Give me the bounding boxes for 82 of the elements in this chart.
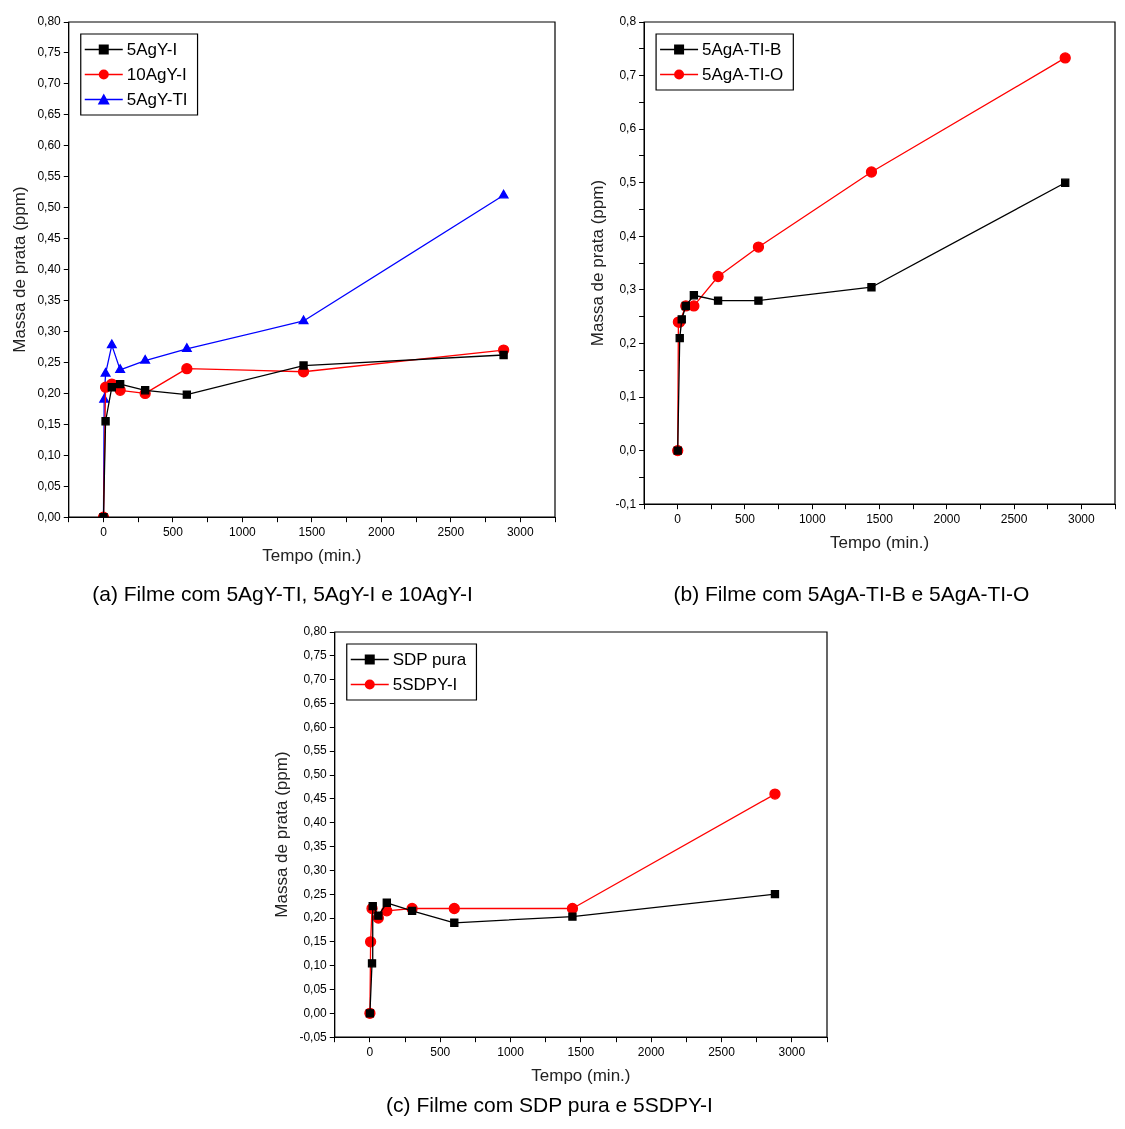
text: (b) Filme com 5AgA-TI-B e 5AgA-TI-O — [672, 582, 1031, 606]
y-tick-label: 0,3 — [619, 282, 637, 297]
y-tick-label: 0,2 — [619, 335, 637, 350]
x-axis-title: Tempo (min.) — [531, 1066, 631, 1086]
y-tick-label: 0,15 — [303, 934, 328, 949]
y-tick-label: 0,50 — [37, 200, 62, 215]
x-tick-label: 2000 — [637, 1044, 665, 1059]
y-tick-label: 0,40 — [303, 814, 328, 829]
y-tick-label: 0,7 — [619, 67, 637, 82]
y-tick-label: 0,4 — [619, 228, 637, 243]
y-tick-label: 0,80 — [303, 624, 328, 639]
y-tick-label: -0,1 — [615, 496, 637, 511]
y-tick-label: 0,55 — [37, 169, 62, 184]
y-tick-label: 0,40 — [37, 261, 62, 276]
y-tick-label: 0,15 — [37, 416, 62, 431]
y-tick-label: 0,45 — [303, 791, 328, 806]
x-tick-label: 2000 — [367, 524, 396, 539]
x-tick-label: 1000 — [798, 511, 826, 526]
x-tick-label: 500 — [734, 511, 756, 526]
x-tick-label: 1500 — [298, 524, 326, 539]
legend-label: 5AgY-TI — [126, 90, 188, 110]
y-tick-label: 0,60 — [37, 138, 62, 153]
x-tick-label: 500 — [430, 1044, 451, 1059]
legend-label: 5AgA-TI-O — [702, 65, 784, 85]
y-tick-label: 0,05 — [37, 478, 62, 493]
x-tick-label: 3000 — [778, 1044, 806, 1059]
y-tick-label: 0,0 — [619, 442, 637, 457]
y-tick-label: 0,70 — [37, 76, 62, 91]
y-axis-title: Massa de prata (ppm) — [271, 751, 291, 918]
text: (a) Filme com 5AgY-TI, 5AgY-I e 10AgY-I — [91, 582, 474, 606]
y-tick-label: 0,65 — [37, 107, 62, 122]
y-tick-label: 0,00 — [303, 1005, 328, 1020]
x-tick-label: 1500 — [567, 1044, 595, 1059]
x-tick-label: 3000 — [506, 524, 534, 539]
x-tick-label: 2500 — [708, 1044, 736, 1059]
y-tick-label: 0,30 — [303, 862, 328, 877]
x-tick-label: 0 — [366, 1044, 374, 1059]
x-tick-label: 3000 — [1068, 511, 1096, 526]
y-tick-label: 0,05 — [303, 981, 328, 996]
y-tick-label: 0,20 — [37, 385, 62, 400]
y-tick-label: 0,10 — [303, 958, 328, 973]
y-tick-label: 0,70 — [303, 671, 328, 686]
y-tick-label: 0,20 — [303, 910, 328, 925]
y-tick-label: 0,6 — [619, 121, 637, 136]
legend-label: 5AgA-TI-B — [702, 40, 782, 60]
x-tick-label: 1000 — [497, 1044, 525, 1059]
text: (c) Filme com SDP pura e 5SDPY-I — [385, 1093, 714, 1117]
y-axis-title: Massa de prata (ppm) — [587, 179, 607, 347]
x-tick-label: 2500 — [1000, 511, 1028, 526]
y-axis-title: Massa de prata (ppm) — [9, 186, 29, 353]
y-tick-label: 0,50 — [303, 767, 328, 782]
y-tick-label: 0,60 — [303, 719, 328, 734]
y-tick-label: 0,5 — [619, 175, 637, 190]
y-tick-label: -0,05 — [299, 1029, 328, 1044]
legend-label: SDP pura — [392, 650, 467, 670]
y-tick-label: 0,1 — [619, 389, 637, 404]
y-tick-label: 0,55 — [303, 743, 328, 758]
y-tick-label: 0,65 — [303, 695, 328, 710]
x-tick-label: 500 — [162, 524, 184, 539]
x-axis-title: Tempo (min.) — [829, 533, 930, 553]
legend-label: 10AgY-I — [126, 65, 187, 85]
y-tick-label: 0,75 — [37, 45, 62, 60]
y-tick-label: 0,30 — [37, 323, 62, 338]
x-tick-label: 1500 — [866, 511, 894, 526]
y-tick-label: 0,25 — [303, 886, 328, 901]
x-tick-label: 0 — [100, 524, 108, 539]
y-tick-label: 0,35 — [37, 292, 62, 307]
y-tick-label: 0,45 — [37, 230, 62, 245]
y-tick-label: 0,8 — [619, 14, 637, 29]
x-tick-label: 2000 — [933, 511, 961, 526]
y-tick-label: 0,10 — [37, 447, 62, 462]
x-tick-label: 0 — [674, 511, 682, 526]
x-axis-title: Tempo (min.) — [262, 546, 362, 566]
y-tick-label: 0,80 — [37, 14, 62, 29]
y-tick-label: 0,35 — [303, 838, 328, 853]
legend-label: 5SDPY-I — [392, 675, 458, 695]
y-tick-label: 0,00 — [37, 509, 62, 524]
x-tick-label: 2500 — [437, 524, 465, 539]
y-tick-label: 0,25 — [37, 354, 62, 369]
legend-label: 5AgY-I — [126, 40, 178, 60]
y-tick-label: 0,75 — [303, 648, 328, 663]
x-tick-label: 1000 — [229, 524, 257, 539]
